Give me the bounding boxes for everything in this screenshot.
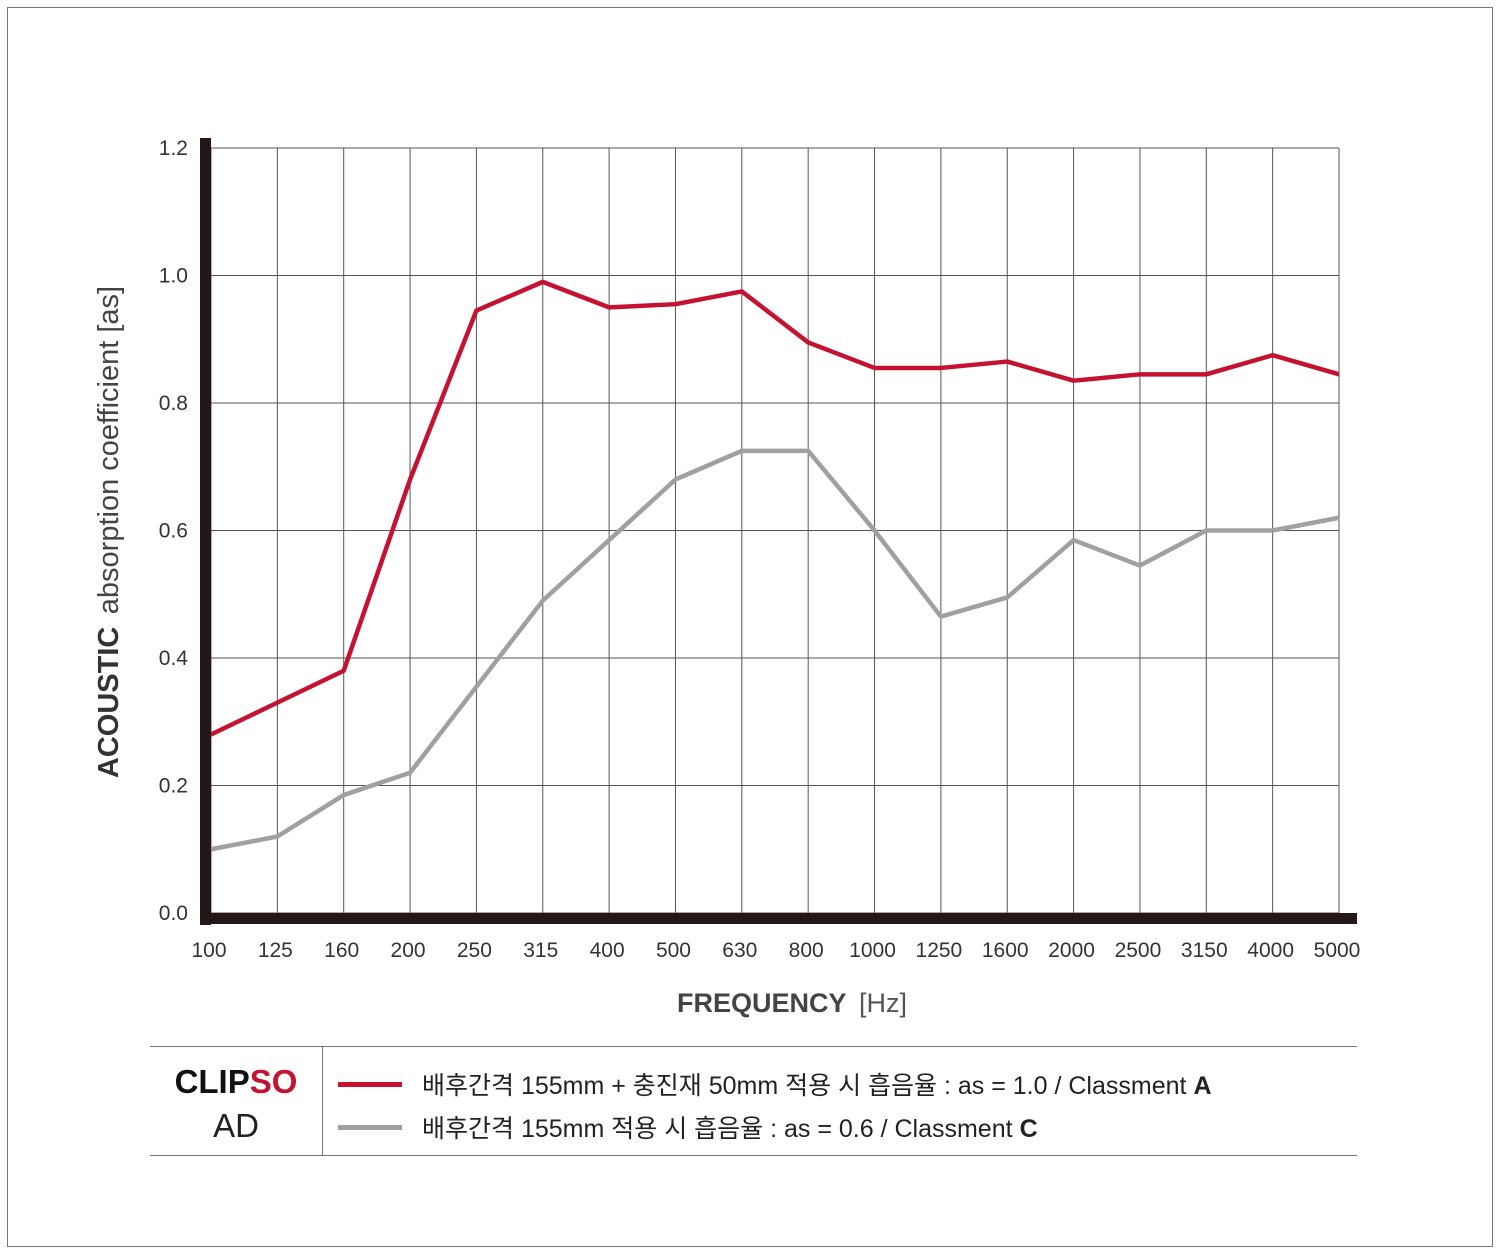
x-axis-label: FREQUENCY [Hz]	[677, 988, 907, 1018]
product-name-part1: CLIP	[174, 1063, 250, 1100]
legend-entry-gray: 배후간격 155mm 적용 시 흡음율 : as = 0.6 / Classme…	[338, 1110, 1038, 1144]
x-tick-label: 630	[722, 939, 757, 962]
legend-table: CLIPSO AD 배후간격 155mm + 충진재 50mm 적용 시 흡음율…	[150, 1046, 1357, 1156]
x-axis-bar	[200, 913, 1357, 924]
x-tick-label: 500	[656, 939, 691, 962]
y-axis-label: ACOUSTIC absorption coefficient [as]	[93, 286, 125, 778]
y-tick-label: 0.2	[159, 775, 188, 798]
y-axis-label-rest: absorption coefficient [as]	[93, 286, 125, 614]
product-variant: AD	[213, 1107, 259, 1144]
x-tick-label: 3150	[1181, 939, 1228, 962]
x-tick-label: 160	[324, 939, 359, 962]
x-axis-label-rest: [Hz]	[859, 988, 907, 1018]
chart-grid	[210, 147, 1340, 914]
x-tick-label: 125	[258, 939, 293, 962]
y-tick-label: 1.2	[159, 137, 188, 160]
x-tick-label: 5000	[1314, 939, 1361, 962]
y-tick-labels: 0.0 0.2 0.4 0.6 0.8 1.0 1.2	[159, 137, 189, 925]
absorption-chart: 0.0 0.2 0.4 0.6 0.8 1.0 1.2 100 125 160 200 250 315…	[93, 137, 1360, 1018]
x-tick-labels: 100 125 160 200 250 315 400 500 630 800 1000 1250 16…	[191, 939, 1360, 962]
legend-entry-text: 배후간격 155mm + 충진재 50mm 적용 시 흡음율 : as = 1.…	[422, 1072, 1212, 1100]
chart-series	[210, 279, 1340, 852]
product-name: CLIPSO	[150, 1063, 322, 1101]
legend-swatch-gray	[338, 1124, 402, 1130]
product-name-cell: CLIPSO AD	[150, 1047, 323, 1155]
y-tick-label: 0.0	[159, 902, 188, 925]
x-tick-label: 1250	[916, 939, 963, 962]
y-tick-label: 1.0	[159, 265, 188, 288]
chart-axes	[200, 138, 1357, 925]
legend-entry-red: 배후간격 155mm + 충진재 50mm 적용 시 흡음율 : as = 1.…	[338, 1067, 1212, 1101]
x-tick-label: 2000	[1048, 939, 1095, 962]
x-tick-label: 315	[523, 939, 558, 962]
series-line-2	[210, 448, 1340, 852]
x-axis-label-bold: FREQUENCY	[677, 988, 847, 1018]
y-tick-label: 0.4	[159, 647, 189, 670]
x-tick-label: 200	[391, 939, 426, 962]
y-axis-bar	[200, 138, 211, 925]
x-tick-label: 4000	[1247, 939, 1294, 962]
x-tick-label: 1000	[849, 939, 896, 962]
y-axis-label-bold: ACOUSTIC	[93, 627, 125, 779]
x-tick-label: 400	[590, 939, 625, 962]
figure-frame	[7, 7, 1493, 1247]
x-tick-label: 800	[789, 939, 824, 962]
legend-entry-text: 배후간격 155mm 적용 시 흡음율 : as = 0.6 / Classme…	[422, 1115, 1038, 1143]
product-name-part2: SO	[249, 1063, 298, 1100]
y-tick-label: 0.6	[159, 520, 188, 543]
legend-swatch-red	[338, 1081, 402, 1087]
x-tick-label: 250	[457, 939, 492, 962]
x-tick-label: 2500	[1115, 939, 1162, 962]
series-line-1	[210, 279, 1340, 737]
x-tick-label: 1600	[982, 939, 1029, 962]
y-tick-label: 0.8	[159, 392, 188, 415]
x-tick-label: 100	[191, 939, 226, 962]
